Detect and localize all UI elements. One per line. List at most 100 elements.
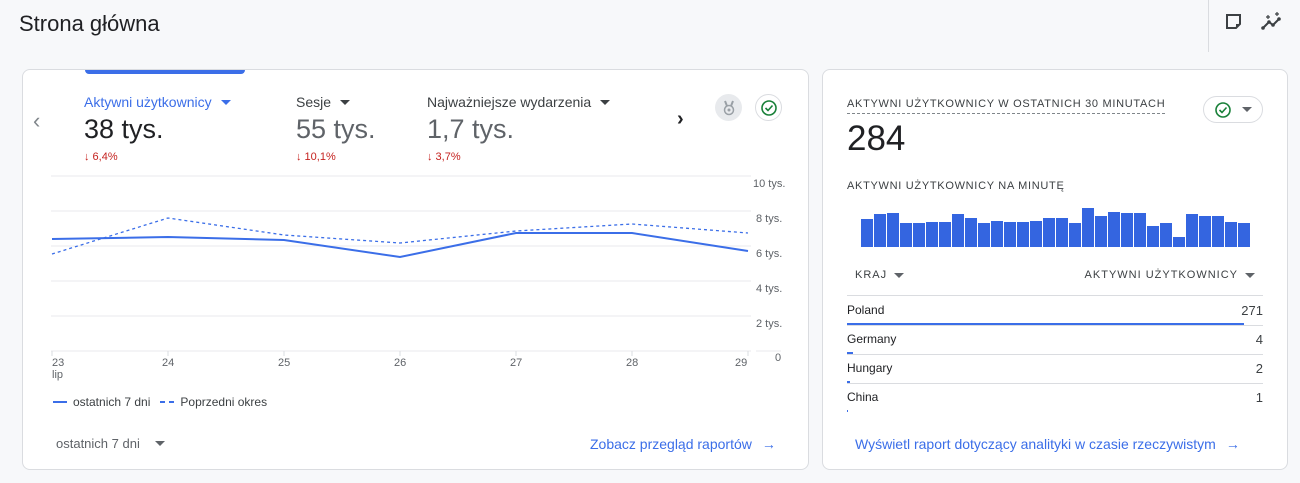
realtime-title[interactable]: AKTYWNI UŻYTKOWNICY W OSTATNICH 30 MINUT… (847, 98, 1166, 114)
metric-key-events[interactable]: Najważniejsze wydarzenia 1,7 tys. ↓ 3,7% (427, 94, 611, 163)
minute-bar[interactable] (1004, 222, 1016, 247)
minute-bar[interactable] (900, 223, 912, 247)
insights-icon[interactable] (1261, 11, 1283, 33)
caret-down-icon (340, 99, 351, 105)
x-tick-month: lip (52, 369, 63, 381)
x-tick: 28 (626, 357, 638, 369)
sticky-note-icon[interactable] (1223, 11, 1245, 33)
legend-previous: Poprzedni okres (180, 395, 268, 409)
minute-bar[interactable] (1069, 223, 1081, 247)
x-tick: 26 (394, 357, 406, 369)
link-label: Wyświetl raport dotyczący analityki w cz… (855, 436, 1216, 452)
minute-bar[interactable] (952, 214, 964, 247)
col-country[interactable]: KRAJ (855, 269, 905, 281)
y-tick: 8 tys. (756, 213, 782, 225)
x-tick: 24 (162, 357, 174, 369)
view-reports-link[interactable]: Zobacz przegląd raportów → (590, 436, 776, 452)
per-minute-bar-chart (861, 206, 1251, 247)
minute-bar[interactable] (1095, 216, 1107, 247)
table-row[interactable]: Germany 4 (847, 332, 1263, 347)
minute-bar[interactable] (1056, 218, 1068, 247)
divider (847, 295, 1263, 296)
y-tick: 2 tys. (756, 318, 782, 330)
metric-active-users[interactable]: Aktywni użytkownicy 38 tys. ↓ 6,4% (84, 94, 231, 163)
table-header: KRAJ AKTYWNI UŻYTKOWNICY (847, 269, 1263, 281)
period-label: ostatnich 7 dni (56, 436, 140, 451)
period-dropdown[interactable]: ostatnich 7 dni (56, 436, 165, 451)
country: China (847, 390, 879, 404)
users: 1 (1255, 390, 1263, 405)
minute-bar[interactable] (1043, 218, 1055, 247)
check-circle-icon[interactable] (755, 94, 782, 121)
minute-bar[interactable] (965, 218, 977, 247)
page-title: Strona główna (19, 11, 160, 36)
minute-bar[interactable] (1225, 222, 1237, 247)
chevron-left-icon[interactable]: ‹ (33, 108, 41, 133)
minute-bar[interactable] (1121, 213, 1133, 247)
table-row[interactable]: China 1 (847, 390, 1263, 405)
minute-bar[interactable] (913, 223, 925, 247)
caret-down-icon (1242, 107, 1253, 112)
insights-badge-icon[interactable] (715, 94, 742, 121)
table-row[interactable]: Poland 271 (847, 303, 1263, 318)
chevron-right-icon[interactable]: › (677, 108, 684, 130)
minute-bar[interactable] (978, 223, 990, 247)
minute-bar[interactable] (991, 221, 1003, 247)
minute-bar[interactable] (1212, 216, 1224, 247)
col-label: AKTYWNI UŻYTKOWNICY (1084, 269, 1238, 281)
minute-bar[interactable] (1238, 223, 1250, 247)
caret-down-icon (154, 441, 165, 446)
minute-bar[interactable] (874, 214, 886, 247)
metric-delta: ↓ 6,4% (84, 151, 118, 163)
minute-bar[interactable] (1134, 213, 1146, 247)
metric-label: Aktywni użytkownicy (84, 94, 212, 110)
share-bar (847, 410, 848, 412)
metric-label: Sesje (296, 94, 332, 110)
country: Germany (847, 332, 897, 346)
minute-bar[interactable] (1160, 223, 1172, 247)
minute-bar[interactable] (1017, 222, 1029, 247)
users: 2 (1255, 361, 1263, 376)
users: 271 (1241, 303, 1263, 318)
metric-delta: ↓ 10,1% (296, 151, 336, 163)
minute-bar[interactable] (1147, 226, 1159, 247)
realtime-card: AKTYWNI UŻYTKOWNICY W OSTATNICH 30 MINUT… (822, 69, 1288, 470)
caret-down-icon (894, 272, 905, 278)
legend-current: ostatnich 7 dni (73, 395, 151, 409)
caret-down-icon (220, 99, 231, 105)
minute-bar[interactable] (861, 219, 873, 247)
table-row[interactable]: Hungary 2 (847, 361, 1263, 376)
users: 4 (1255, 332, 1263, 347)
comparison-dropdown[interactable] (1203, 96, 1263, 123)
divider (847, 325, 1263, 326)
minute-bar[interactable] (1186, 214, 1198, 247)
col-label: KRAJ (855, 269, 888, 281)
minute-bar[interactable] (926, 222, 938, 247)
caret-down-icon (1245, 272, 1255, 278)
minute-bar[interactable] (1030, 221, 1042, 247)
minute-bar[interactable] (1173, 237, 1185, 247)
y-tick: 0 (775, 352, 781, 364)
metric-delta: ↓ 3,7% (427, 151, 461, 163)
minute-bar[interactable] (939, 222, 951, 247)
header-divider (1208, 0, 1209, 52)
legend-solid-line-icon (53, 401, 67, 403)
realtime-report-link[interactable]: Wyświetl raport dotyczący analityki w cz… (855, 436, 1240, 452)
share-bar (847, 352, 853, 354)
legend-dashed-line-icon (160, 401, 175, 403)
col-active-users[interactable]: AKTYWNI UŻYTKOWNICY (1085, 269, 1255, 281)
minute-bar[interactable] (1082, 208, 1094, 247)
y-tick: 6 tys. (756, 248, 782, 260)
minute-bar[interactable] (1199, 216, 1211, 247)
minute-bar[interactable] (887, 213, 899, 247)
x-tick: 27 (510, 357, 522, 369)
x-tick: 23 (52, 357, 64, 369)
active-tab-indicator (85, 70, 245, 74)
overview-card: ‹ Aktywni użytkownicy 38 tys. ↓ 6,4% Ses… (22, 69, 809, 470)
chart-legend: ostatnich 7 dni Poprzedni okres (53, 395, 267, 409)
arrow-right-icon: → (761, 436, 776, 452)
metric-sessions[interactable]: Sesje 55 tys. ↓ 10,1% (296, 94, 376, 163)
minute-bar[interactable] (1108, 212, 1120, 247)
x-tick: 25 (278, 357, 290, 369)
y-tick: 10 tys. (753, 178, 785, 190)
